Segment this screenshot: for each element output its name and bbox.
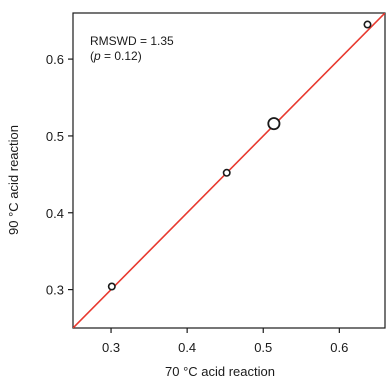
x-tick-label: 0.3 [102,340,120,355]
x-axis-ticks: 0.3 0.4 0.5 0.6 [102,328,348,355]
annotation-rmswd: RMSWD = 1.35 [90,34,174,48]
data-point [222,168,231,177]
data-point [363,20,372,29]
y-axis-ticks: 0.3 0.4 0.5 0.6 [46,52,73,298]
x-tick-label: 0.4 [178,340,196,355]
annotation-p-symbol: p [93,49,101,63]
y-tick-label: 0.3 [46,283,64,298]
annotation-p-prefix: ( [90,49,94,63]
plot-area [72,12,386,329]
y-axis-title: 90 °C acid reaction [6,125,21,235]
y-tick-label: 0.6 [46,52,64,67]
x-axis-title: 70 °C acid reaction [165,364,275,379]
plot-frame [72,12,386,329]
annotation-p-value: (p = 0.12) [90,49,142,63]
annotation-p-rest: = 0.12) [101,49,142,63]
x-tick-label: 0.6 [330,340,348,355]
y-tick-label: 0.4 [46,206,64,221]
data-point [267,117,281,131]
y-tick-label: 0.5 [46,129,64,144]
x-tick-label: 0.5 [254,340,272,355]
data-point [107,282,116,291]
